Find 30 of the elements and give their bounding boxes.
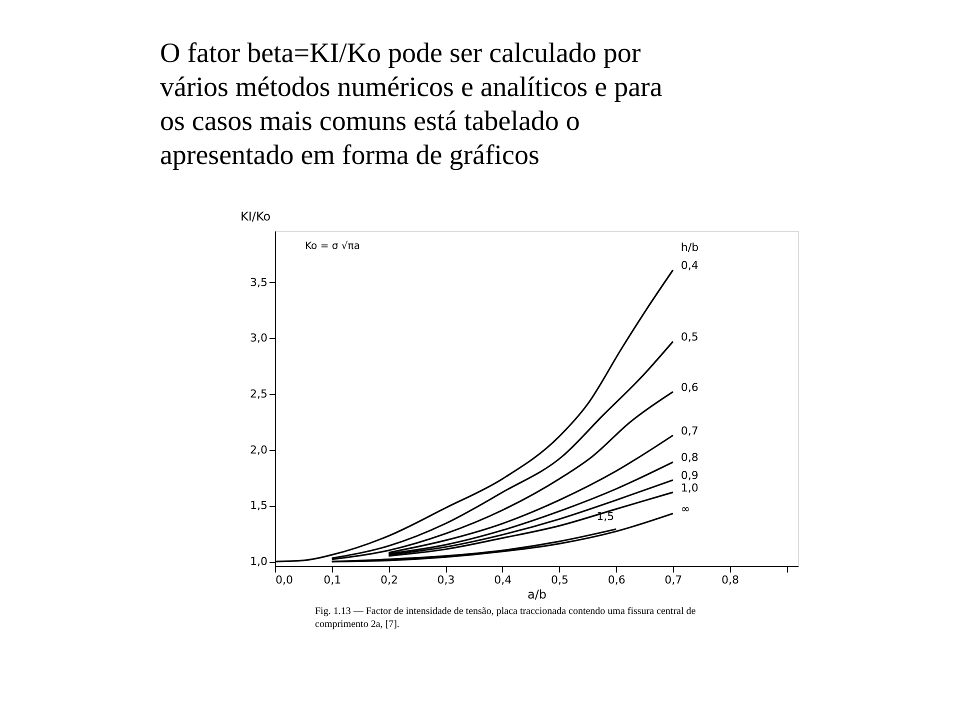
series-label: 0,8 bbox=[680, 451, 698, 464]
y-tick-label: 3,0 bbox=[250, 332, 268, 345]
series-label: 1,5 bbox=[596, 510, 614, 524]
x-tick-label: 0,6 bbox=[608, 574, 626, 586]
series-label: 0,7 bbox=[680, 424, 698, 438]
annotation: Ko = σ √πa bbox=[305, 240, 360, 252]
y-tick-label: 3,5 bbox=[250, 276, 268, 289]
series-label: 0,9 bbox=[680, 469, 698, 482]
y-tick-label: 2,5 bbox=[250, 388, 268, 401]
series-label: 0,5 bbox=[680, 330, 698, 344]
x-tick-label: 0,5 bbox=[550, 574, 568, 586]
series-label: 0,4 bbox=[680, 259, 698, 272]
x-tick-label: 0,8 bbox=[722, 574, 740, 586]
x-tick-label: 0,1 bbox=[324, 574, 342, 586]
x-tick-label: 0,7 bbox=[664, 574, 682, 586]
series-label: 0,6 bbox=[680, 380, 698, 394]
x-tick-label: 0,3 bbox=[437, 574, 455, 586]
series-label: 1,0 bbox=[680, 481, 698, 494]
chart-title: O fator beta=KI/Ko pode ser calculado por vários métodos numéricos e analíticos e para os casos mais comuns está tabelado o apresentado em forma de gráficos bbox=[160, 38, 663, 171]
y-tick-label: 1,0 bbox=[250, 555, 268, 568]
caption: Fig. 1.13 — Factor de intensidade de tensão, placa traccionada contendo uma fissura central de comprimento 2a, [7]. bbox=[315, 606, 696, 630]
x-tick-label: 0,2 bbox=[380, 574, 398, 586]
y-axis-title: KI/Ko bbox=[240, 210, 271, 224]
x-tick-label: 0,0 bbox=[276, 574, 293, 586]
legend-title: h/b bbox=[680, 241, 699, 254]
x-tick-label: 0,4 bbox=[494, 574, 512, 586]
series-label: ∞ bbox=[680, 502, 690, 516]
y-tick-label: 2,0 bbox=[250, 443, 268, 456]
y-tick-label: 1,5 bbox=[250, 499, 268, 512]
x-axis-title: a/b bbox=[527, 588, 547, 602]
